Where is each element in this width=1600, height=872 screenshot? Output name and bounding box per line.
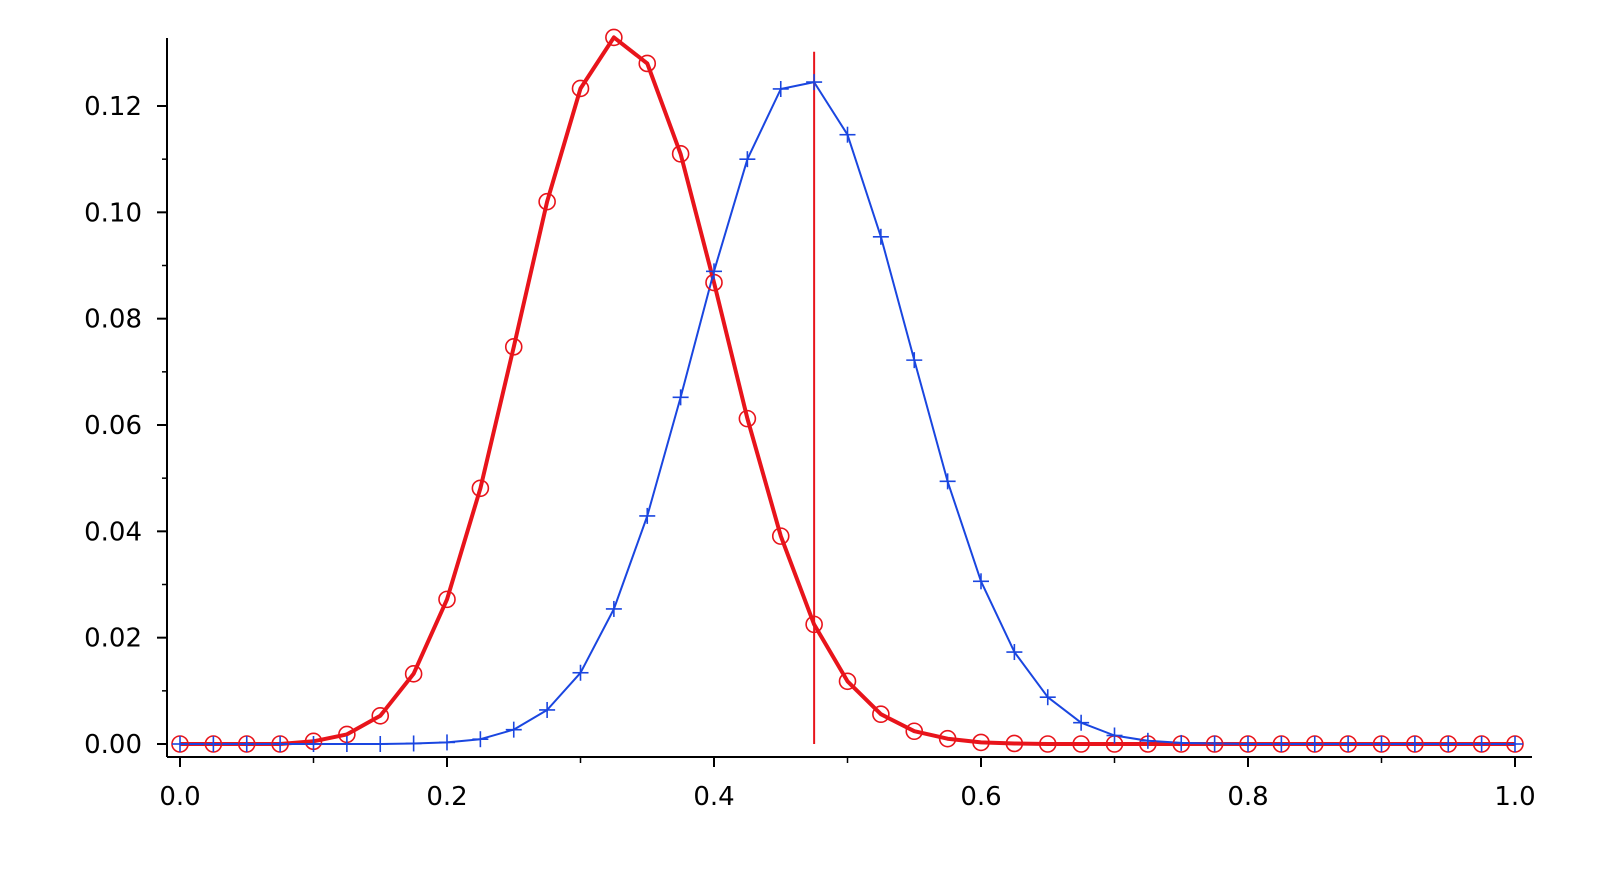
- series-blue-line: [180, 81, 1515, 745]
- data-point-plus: [1039, 689, 1056, 706]
- data-point-plus: [338, 736, 355, 752]
- data-point-plus: [1406, 736, 1423, 752]
- data-point-plus: [1273, 736, 1290, 752]
- data-point-plus: [539, 701, 556, 718]
- y-tick-label: 0.04: [84, 517, 142, 547]
- data-point-circle: [438, 590, 456, 609]
- data-point-plus: [1306, 736, 1323, 752]
- data-point-circle: [1038, 735, 1057, 753]
- data-point-plus: [439, 734, 455, 751]
- data-point-circle: [605, 28, 623, 47]
- data-point-plus: [472, 731, 489, 748]
- data-point-plus: [839, 126, 856, 143]
- data-point-circle: [838, 672, 857, 691]
- data-point-plus: [973, 573, 989, 590]
- y-tick-label: 0.06: [84, 411, 142, 441]
- data-point-plus: [605, 600, 622, 617]
- y-tick-label: 0.10: [84, 198, 142, 228]
- data-point-circle: [938, 729, 957, 748]
- data-point-plus: [372, 736, 389, 752]
- data-point-plus: [1006, 644, 1023, 661]
- y-tick-label: 0.02: [84, 624, 142, 654]
- plot-area: [180, 35, 1515, 746]
- data-point-plus: [1073, 714, 1090, 731]
- data-point-circle: [638, 54, 657, 73]
- data-point-circle: [905, 722, 924, 741]
- data-point-plus: [739, 151, 756, 168]
- data-point-circle: [571, 79, 590, 98]
- data-point-plus: [238, 736, 255, 752]
- x-tick-label: 0.6: [960, 782, 1001, 812]
- data-point-plus: [1340, 736, 1357, 752]
- data-point-plus: [405, 735, 422, 752]
- data-point-plus: [939, 473, 956, 490]
- data-point-plus: [1173, 734, 1190, 751]
- x-tick-label: 0.8: [1227, 782, 1268, 812]
- data-point-plus: [272, 736, 289, 752]
- data-point-plus: [172, 736, 188, 752]
- data-point-plus: [1473, 736, 1490, 752]
- y-tick-label: 0.08: [84, 305, 142, 335]
- data-point-plus: [205, 736, 222, 752]
- data-point-plus: [672, 389, 689, 406]
- data-point-plus: [1507, 736, 1523, 752]
- data-point-circle: [1072, 735, 1090, 753]
- data-point-plus: [1206, 735, 1223, 752]
- data-point-circle: [872, 705, 890, 724]
- data-point-plus: [1139, 732, 1156, 749]
- x-tick-label: 0.0: [159, 782, 200, 812]
- x-tick-label: 1.0: [1494, 782, 1535, 812]
- data-point-plus: [639, 507, 656, 524]
- x-tick-label: 0.2: [426, 782, 467, 812]
- data-point-circle: [738, 409, 757, 428]
- data-point-circle: [671, 145, 690, 163]
- y-tick-label: 0.12: [84, 92, 142, 122]
- data-point-circle: [371, 707, 390, 725]
- markers: [171, 28, 1524, 753]
- data-point-plus: [1373, 736, 1390, 752]
- data-point-circle: [504, 338, 523, 356]
- data-point-plus: [906, 352, 923, 369]
- y-tick-label: 0.00: [84, 730, 142, 760]
- data-point-plus: [1106, 727, 1123, 744]
- axes: 0.00 0.02 0.04 0.06 0.08 0.10 0.12 0.0 0.2 0.4 0.6…: [84, 38, 1536, 812]
- data-point-plus: [706, 263, 722, 280]
- series-red-line: [180, 35, 1515, 746]
- data-point-plus: [1440, 736, 1457, 752]
- data-point-plus: [806, 74, 823, 91]
- data-point-circle: [972, 733, 990, 752]
- data-point-plus: [572, 664, 589, 681]
- data-point-plus: [872, 228, 889, 245]
- data-point-plus: [772, 80, 789, 97]
- x-tick-label: 0.4: [693, 782, 734, 812]
- data-point-plus: [305, 736, 322, 752]
- data-point-circle: [404, 665, 423, 683]
- data-point-circle: [771, 527, 790, 545]
- data-point-circle: [538, 192, 556, 211]
- data-point-plus: [505, 721, 522, 738]
- data-point-circle: [805, 615, 823, 634]
- data-point-circle: [1005, 734, 1024, 753]
- data-point-plus: [1240, 736, 1256, 752]
- data-point-circle: [471, 479, 490, 498]
